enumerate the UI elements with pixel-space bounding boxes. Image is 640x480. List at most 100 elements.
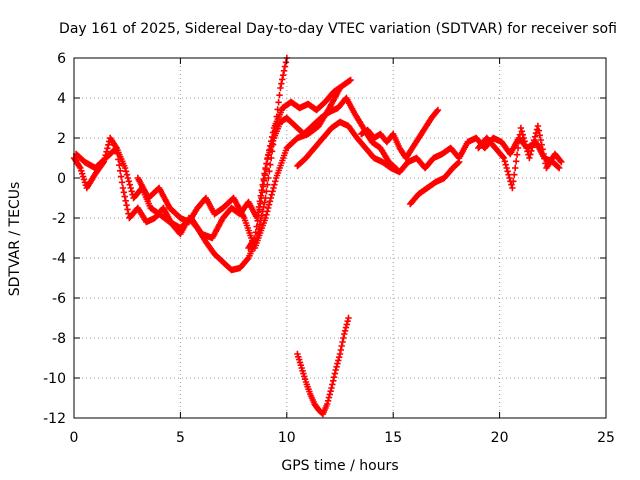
data-point [328, 384, 335, 392]
data-point [341, 327, 349, 334]
data-point [528, 147, 535, 155]
data-point [255, 211, 262, 219]
data-point [330, 374, 338, 381]
data-point [555, 163, 562, 171]
data-point [268, 191, 275, 198]
y-tick-label: 4 [57, 91, 66, 107]
data-point [244, 255, 251, 263]
data-point [499, 153, 507, 161]
data-point [558, 158, 565, 166]
data-point [326, 391, 333, 398]
data-point [258, 194, 265, 202]
data-point [340, 334, 347, 342]
data-point [251, 234, 259, 242]
data-point [263, 188, 270, 195]
data-point [123, 201, 130, 209]
data-point [344, 318, 351, 325]
data-point [264, 208, 271, 215]
x-tick-label: 10 [278, 430, 296, 446]
data-points [70, 54, 565, 418]
data-point [278, 80, 285, 87]
data-point [267, 161, 274, 168]
data-point [275, 99, 282, 106]
data-point [501, 158, 509, 165]
data-point [508, 181, 515, 188]
data-point [252, 229, 259, 236]
data-point [505, 171, 512, 178]
data-point [117, 173, 125, 180]
data-point [335, 354, 343, 361]
data-point [276, 91, 283, 99]
data-point [121, 164, 129, 172]
data-point [339, 338, 346, 346]
y-axis-title: SDTVAR / TECUs [7, 182, 23, 297]
data-point [337, 346, 345, 354]
y-tick-label: 6 [57, 51, 66, 67]
data-point [531, 133, 539, 140]
data-point [122, 197, 129, 205]
data-point [334, 360, 341, 367]
data-point [433, 107, 441, 115]
x-tick-label: 25 [597, 430, 615, 446]
data-point [338, 342, 345, 350]
data-point [281, 63, 289, 70]
data-point [529, 144, 536, 151]
y-tick-label: -12 [43, 411, 66, 427]
data-point [105, 141, 112, 149]
data-point [534, 122, 542, 130]
data-point [530, 137, 538, 144]
data-point [336, 84, 344, 92]
y-tick-label: -6 [52, 291, 66, 307]
data-point [256, 206, 263, 213]
data-point [279, 71, 287, 79]
data-point [325, 394, 333, 401]
data-point [536, 132, 543, 139]
data-point [127, 184, 134, 192]
data-point [537, 136, 544, 144]
data-point [520, 134, 527, 142]
data-point [123, 171, 131, 178]
y-tick-label: 2 [57, 131, 66, 147]
data-point [515, 138, 523, 145]
data-point [527, 151, 534, 158]
data-point [329, 381, 336, 388]
data-point [333, 363, 340, 370]
data-point [261, 171, 269, 179]
data-point [539, 146, 546, 153]
data-point [502, 161, 509, 168]
data-point [526, 154, 533, 162]
data-point [263, 160, 270, 167]
data-point [104, 145, 111, 152]
data-point [514, 144, 522, 152]
axes: 0 5 10 15 20 25 -12 -10 -8 -6 -4 -2 0 2 4 6 [43, 51, 615, 446]
data-point [343, 321, 351, 328]
x-tick-label: 20 [491, 430, 509, 446]
data-point [510, 178, 517, 185]
y-tick-label: -4 [52, 251, 66, 267]
data-point [329, 377, 337, 384]
data-point [511, 171, 518, 178]
data-point [259, 183, 267, 190]
data-point [342, 324, 350, 331]
data-point [513, 151, 521, 158]
data-point [120, 189, 128, 196]
y-tick-label: -8 [52, 331, 66, 347]
data-point [327, 388, 334, 395]
data-point [260, 177, 268, 185]
x-tick-label: 5 [176, 430, 185, 446]
data-point [257, 200, 264, 207]
data-point [517, 124, 525, 132]
plot-frame [73, 57, 607, 419]
data-point [272, 178, 279, 185]
data-point [555, 164, 563, 172]
data-point [122, 168, 130, 175]
data-point [324, 400, 331, 408]
data-point [262, 214, 269, 222]
data-point [523, 144, 530, 152]
data-point [522, 141, 529, 148]
data-point [540, 150, 547, 158]
data-point [266, 168, 273, 175]
data-point [265, 174, 272, 182]
data-point [253, 223, 260, 230]
data-point [529, 140, 537, 147]
